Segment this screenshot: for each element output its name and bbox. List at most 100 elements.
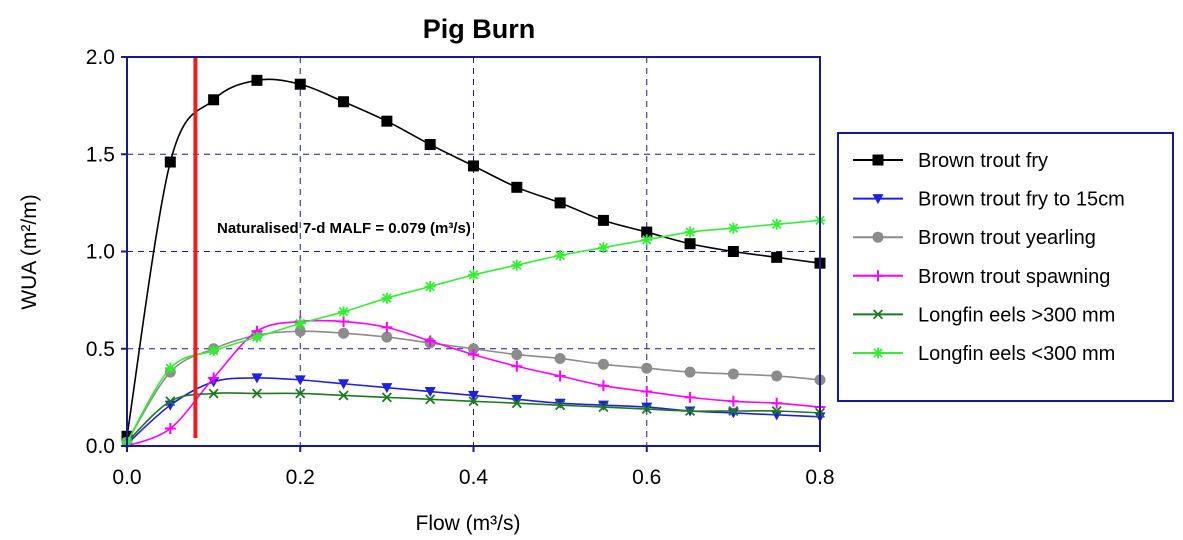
- data-point: [511, 349, 523, 361]
- x-tick-label: 0.6: [632, 466, 661, 489]
- data-point: [338, 316, 350, 328]
- chart-title: Pig Burn: [423, 14, 536, 44]
- data-point: [511, 181, 523, 193]
- data-point: [165, 396, 176, 407]
- data-point: [511, 398, 522, 409]
- data-point: [641, 234, 653, 246]
- legend-box: [837, 132, 1174, 402]
- data-point: [684, 391, 696, 403]
- legend-item: Longfin eels >300 mm: [853, 304, 1115, 326]
- data-point: [727, 222, 739, 234]
- legend-label: Brown trout fry: [918, 150, 1048, 172]
- series-layer: [121, 74, 826, 452]
- data-point: [381, 392, 392, 403]
- data-point: [251, 388, 262, 399]
- legend-item: Longfin eels <300 mm: [853, 343, 1115, 365]
- legend-label: Longfin eels >300 mm: [918, 304, 1115, 326]
- data-point: [208, 345, 220, 357]
- data-point: [555, 400, 566, 411]
- data-point: [425, 394, 436, 405]
- data-point: [294, 375, 306, 386]
- data-point: [208, 94, 220, 106]
- data-point: [468, 269, 479, 281]
- legend-item: Brown trout yearling: [853, 227, 1096, 249]
- data-point: [251, 331, 263, 343]
- data-point: [424, 139, 436, 151]
- data-point: [251, 74, 263, 86]
- data-point: [597, 214, 609, 226]
- y-tick-label: 2.0: [86, 46, 115, 69]
- malf-annotation: Naturalised 7-d MALF = 0.079 (m³/s): [217, 220, 471, 237]
- legend-label: Brown trout fry to 15cm: [918, 189, 1125, 211]
- legend-marker: [872, 309, 884, 320]
- data-point: [771, 405, 782, 417]
- legend-marker: [872, 154, 884, 166]
- data-point: [208, 372, 220, 384]
- data-point: [684, 238, 696, 250]
- data-point: [294, 317, 306, 329]
- data-point: [684, 226, 696, 238]
- data-point: [295, 388, 306, 399]
- data-point: [641, 226, 653, 238]
- data-point: [468, 390, 479, 401]
- legend-item: Brown trout spawning: [853, 266, 1110, 288]
- data-point: [164, 422, 176, 434]
- data-point: [381, 292, 393, 304]
- data-point: [381, 321, 393, 333]
- data-point: [597, 242, 609, 254]
- data-point: [554, 370, 566, 382]
- data-point: [554, 352, 566, 364]
- data-point: [684, 366, 696, 378]
- data-point: [338, 306, 350, 318]
- data-point: [208, 388, 219, 399]
- data-point: [381, 331, 393, 343]
- x-tick-label: 0.2: [286, 466, 315, 489]
- data-point: [597, 358, 609, 370]
- data-point: [511, 360, 523, 372]
- data-point: [338, 390, 349, 401]
- data-point: [685, 405, 696, 417]
- x-axis-label: Flow (m³/s): [416, 512, 521, 535]
- data-point: [381, 115, 393, 127]
- data-point: [597, 380, 609, 392]
- y-tick-label: 1.0: [86, 241, 115, 264]
- data-point: [771, 218, 783, 230]
- data-point: [511, 394, 523, 405]
- data-point: [727, 368, 739, 380]
- y-tick-label: 0.0: [86, 435, 115, 458]
- data-point: [424, 335, 436, 347]
- data-point: [338, 379, 350, 390]
- y-tick-label: 0.5: [86, 338, 115, 361]
- data-point: [338, 327, 350, 339]
- data-point: [164, 362, 176, 374]
- legend-label: Longfin eels <300 mm: [918, 343, 1115, 365]
- data-point: [251, 373, 263, 384]
- x-tick-label: 0.4: [459, 466, 489, 489]
- data-point: [771, 397, 783, 409]
- data-point: [554, 249, 566, 261]
- data-point: [771, 251, 783, 263]
- legend: Brown trout fry Brown trout fry to 15cm Br…: [837, 132, 1174, 402]
- series-4: [121, 388, 826, 448]
- series-3: [121, 316, 826, 452]
- data-point: [468, 396, 479, 407]
- legend-item: Brown trout fry to 15cm: [853, 189, 1125, 211]
- data-point: [728, 405, 739, 417]
- legend-marker: [872, 347, 884, 359]
- data-point: [424, 387, 436, 398]
- data-point: [641, 362, 653, 374]
- data-point: [727, 395, 739, 407]
- axes: 0.0 0.2 0.4 0.6 0.8 0.0 0.5 1.0 1.5 2.0: [86, 46, 835, 489]
- data-point: [771, 370, 783, 382]
- legend-marker: [872, 231, 884, 243]
- data-point: [468, 349, 479, 361]
- x-tick-label: 0.0: [112, 466, 141, 489]
- legend-marker: [872, 270, 884, 282]
- data-point: [468, 343, 479, 355]
- legend-item: Brown trout fry: [853, 150, 1048, 172]
- data-point: [381, 383, 393, 394]
- data-point: [338, 96, 350, 108]
- legend-label: Brown trout spawning: [918, 266, 1110, 288]
- x-tick-label: 0.8: [805, 466, 834, 489]
